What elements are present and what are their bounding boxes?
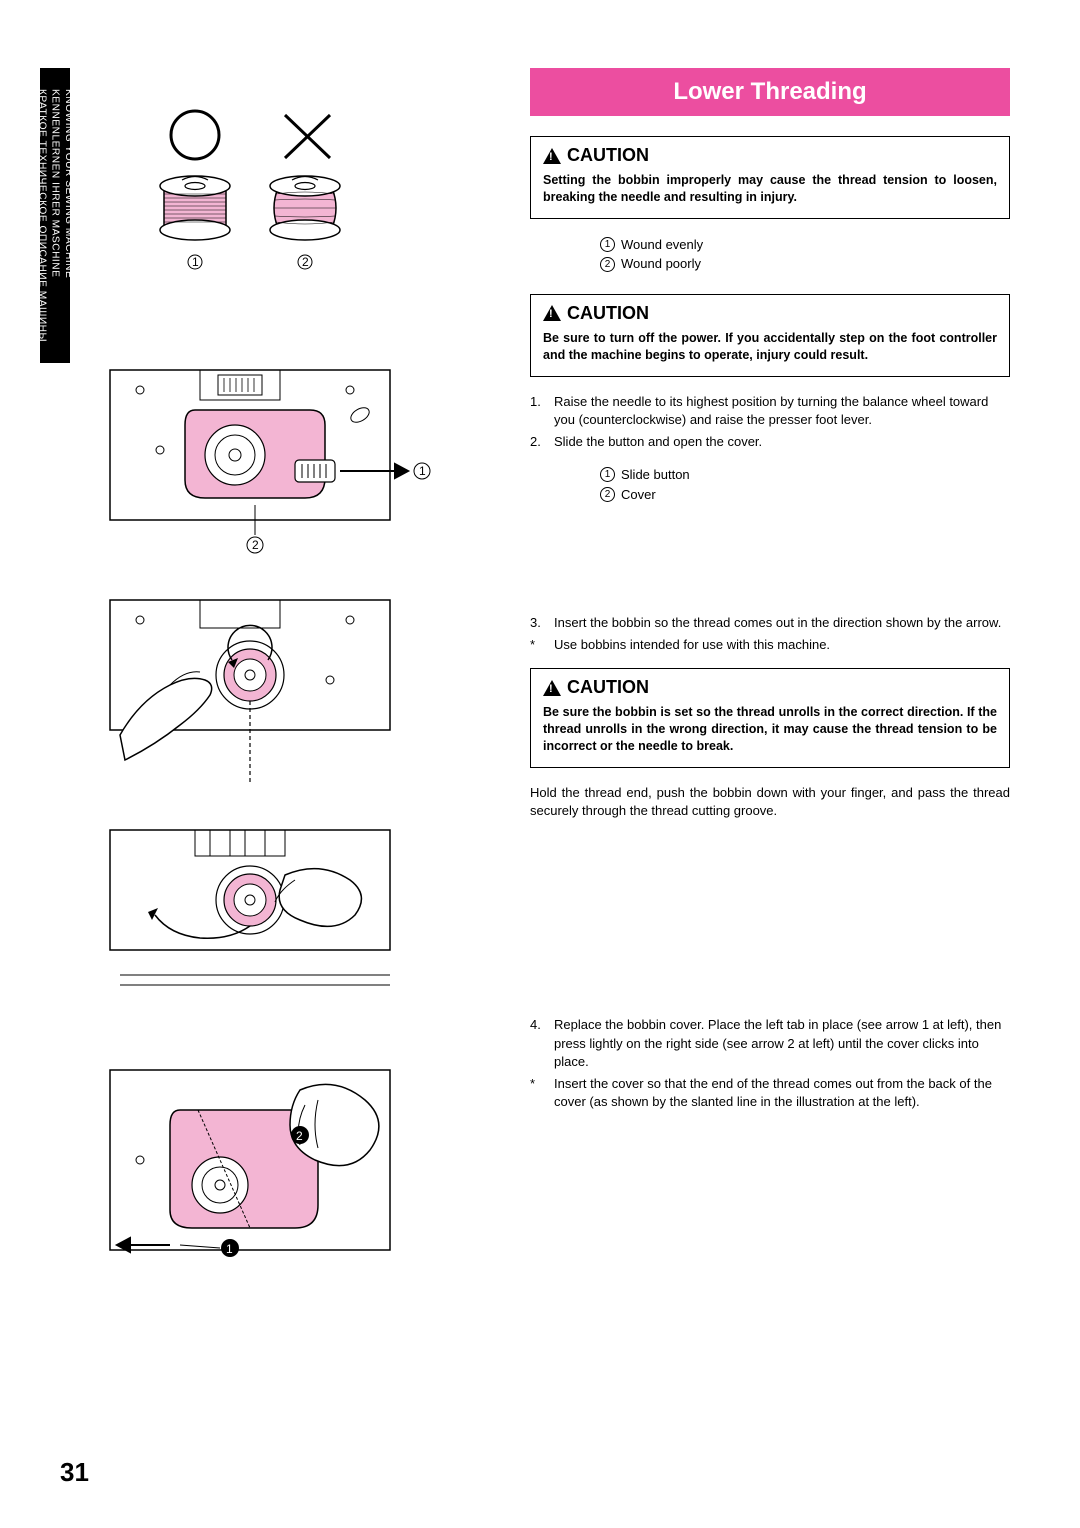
figure-insert-bobbin	[100, 590, 500, 790]
caution-label: CAUTION	[567, 677, 649, 698]
caution-box-3: CAUTION Be sure the bobbin is set so the…	[530, 668, 1010, 768]
circled-2: 2	[600, 487, 615, 502]
caution-text: Setting the bobbin improperly may cause …	[543, 172, 997, 206]
text-column: Lower Threading CAUTION Setting the bobb…	[530, 68, 1010, 1125]
step-num: 1.	[530, 393, 546, 429]
step-text: Raise the needle to its highest position…	[554, 393, 1010, 429]
figure-replace-cover: 2 1	[100, 1050, 500, 1280]
step-text: Slide the button and open the cover.	[554, 433, 762, 451]
step-text: Replace the bobbin cover. Place the left…	[554, 1016, 1010, 1071]
step-num: 4.	[530, 1016, 546, 1071]
legend-text: Wound poorly	[621, 254, 701, 274]
caution-label: CAUTION	[567, 303, 649, 324]
warning-icon	[543, 680, 561, 696]
section-header: Lower Threading	[530, 68, 1010, 116]
caution-title: CAUTION	[543, 677, 997, 698]
step-star: *	[530, 636, 546, 654]
figures-column: 1 2	[100, 100, 500, 1310]
step-num: 2.	[530, 433, 546, 451]
chapter-tab-text: KNOWING YOUR SEWING MACHINE KENNENLERNEN…	[35, 89, 75, 342]
steps-block-1: 1.Raise the needle to its highest positi…	[530, 393, 1010, 452]
circled-1: 1	[600, 237, 615, 252]
svg-text:2: 2	[296, 1129, 303, 1143]
svg-text:1: 1	[226, 1242, 233, 1256]
circled-2: 2	[600, 257, 615, 272]
legend-wound: 1 Wound evenly 2 Wound poorly	[600, 235, 1010, 274]
caution-title: CAUTION	[543, 145, 997, 166]
figure-bobbin-comparison: 1 2	[100, 100, 500, 280]
warning-icon	[543, 148, 561, 164]
caution-text: Be sure to turn off the power. If you ac…	[543, 330, 997, 364]
legend-text: Cover	[621, 485, 656, 505]
svg-text:1: 1	[419, 464, 426, 478]
steps-block-3: 4.Replace the bobbin cover. Place the le…	[530, 1016, 1010, 1111]
step-star: *	[530, 1075, 546, 1111]
svg-text:2: 2	[252, 538, 259, 552]
svg-text:2: 2	[302, 255, 309, 269]
caution-label: CAUTION	[567, 145, 649, 166]
figure-slide-cover: 1 2	[100, 360, 500, 560]
figure-thread-groove	[100, 820, 500, 1010]
tab-line-1: KNOWING YOUR SEWING MACHINE	[63, 89, 74, 278]
circled-1: 1	[600, 467, 615, 482]
step-text: Insert the cover so that the end of the …	[554, 1075, 1010, 1111]
step-text: Use bobbins intended for use with this m…	[554, 636, 830, 654]
tab-line-3: КРАТКОЕ ТЕХНИЧЕСКОЕ ОПИСАНИЕ МАШИНЫ	[36, 89, 47, 342]
caution-box-2: CAUTION Be sure to turn off the power. I…	[530, 294, 1010, 377]
step-num: 3.	[530, 614, 546, 632]
step-text: Insert the bobbin so the thread comes ou…	[554, 614, 1001, 632]
caution-title: CAUTION	[543, 303, 997, 324]
steps-block-2: 3. Insert the bobbin so the thread comes …	[530, 614, 1010, 654]
legend-text: Slide button	[621, 465, 690, 485]
warning-icon	[543, 305, 561, 321]
legend-slide: 1 Slide button 2 Cover	[600, 465, 1010, 504]
legend-text: Wound evenly	[621, 235, 703, 255]
caution-box-1: CAUTION Setting the bobbin improperly ma…	[530, 136, 1010, 219]
paragraph: Hold the thread end, push the bobbin dow…	[530, 784, 1010, 820]
tab-line-2: KENNENLERNEN IHRER MASCHINE	[50, 89, 61, 277]
chapter-tab: KNOWING YOUR SEWING MACHINE KENNENLERNEN…	[40, 68, 70, 363]
page-number: 31	[60, 1457, 89, 1488]
svg-text:1: 1	[192, 255, 199, 269]
caution-text: Be sure the bobbin is set so the thread …	[543, 704, 997, 755]
